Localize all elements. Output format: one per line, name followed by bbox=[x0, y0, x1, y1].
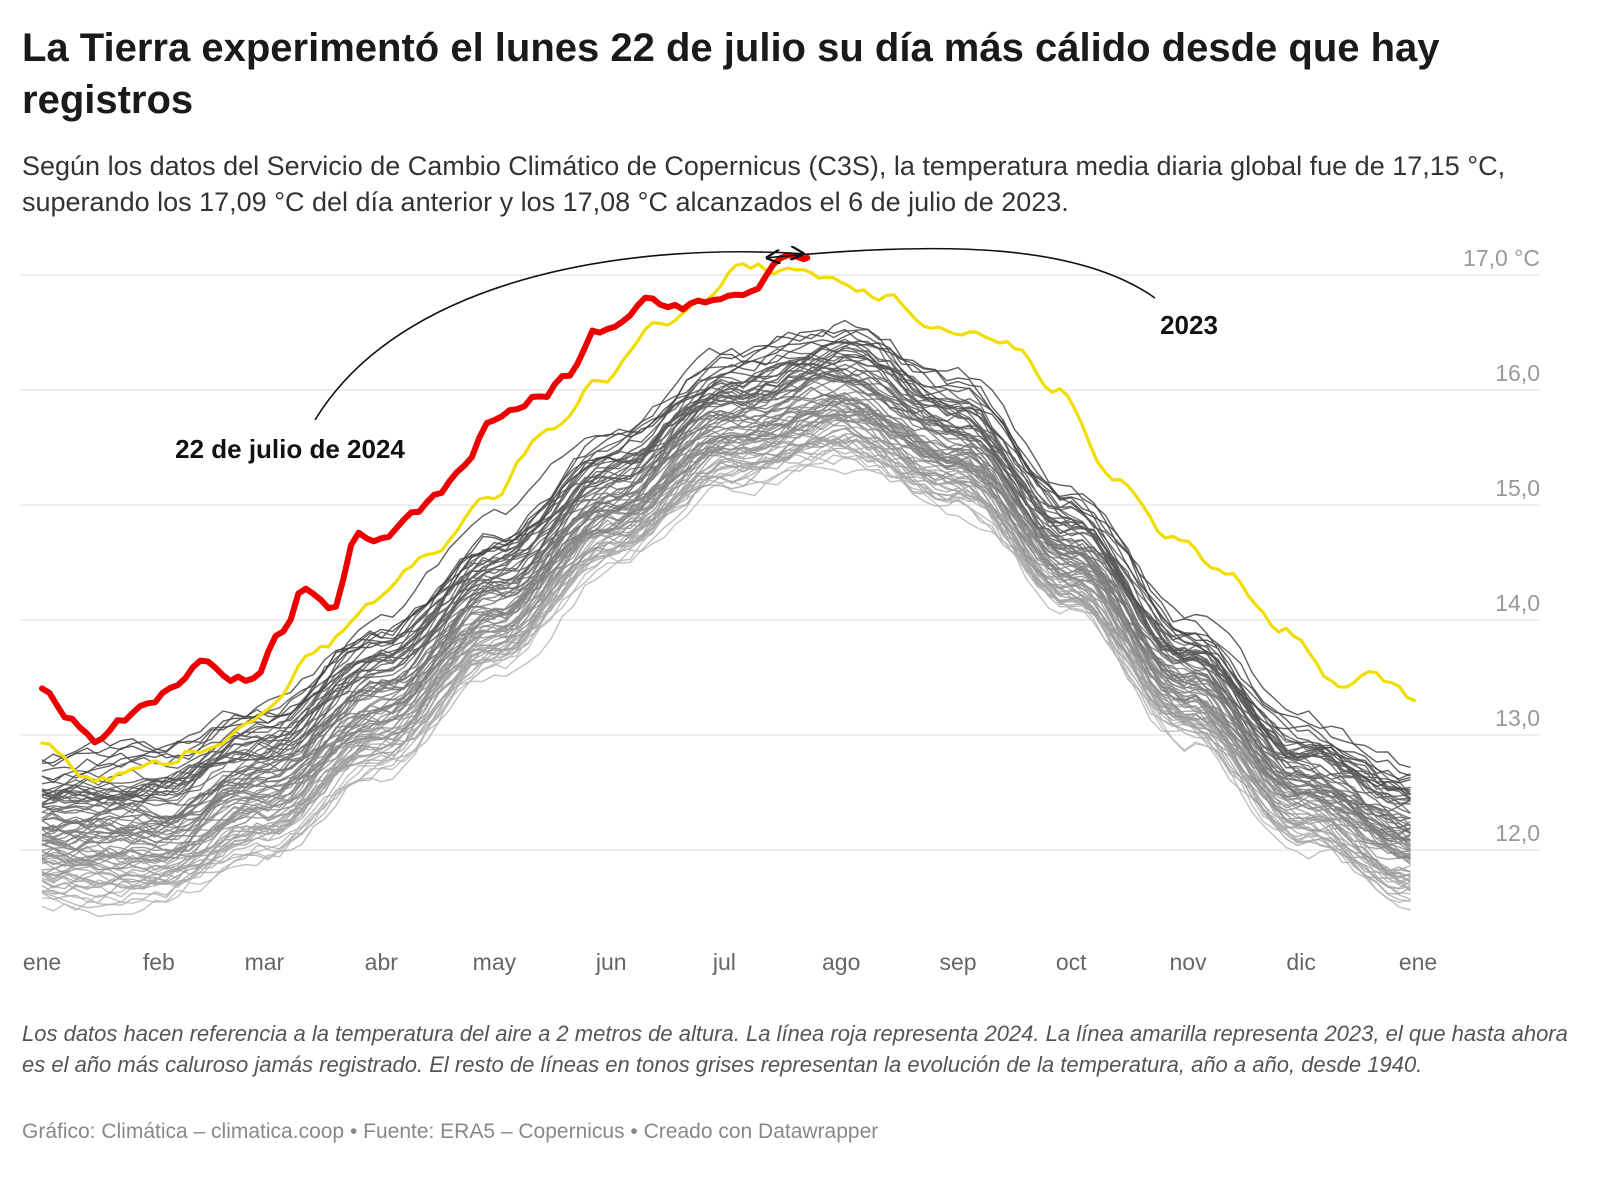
historical-year-line bbox=[41, 386, 1411, 845]
x-tick-label: oct bbox=[1056, 949, 1087, 975]
x-tick-label: dic bbox=[1286, 949, 1315, 975]
historical-year-line bbox=[41, 342, 1411, 834]
x-tick-label: may bbox=[473, 949, 517, 975]
y-axis-labels: 17,0 °C 16,0 15,0 14,0 13,0 12,0 bbox=[1463, 245, 1540, 846]
annotation-label-2024: 22 de julio de 2024 bbox=[175, 434, 405, 464]
historical-year-line bbox=[41, 427, 1411, 867]
historical-year-line bbox=[41, 448, 1411, 895]
annotation-arrow-2023 bbox=[767, 247, 1156, 299]
series-line-2023 bbox=[40, 262, 1416, 784]
x-tick-label: jun bbox=[595, 949, 627, 975]
annotations-layer: 22 de julio de 2024 2023 bbox=[175, 249, 1218, 464]
x-tick-label: mar bbox=[245, 949, 285, 975]
historical-year-line bbox=[41, 338, 1411, 799]
chart-notes: Los datos hacen referencia a la temperat… bbox=[22, 1021, 1568, 1077]
highlight-lines-layer bbox=[39, 252, 1416, 784]
historical-year-line bbox=[41, 424, 1411, 878]
chart-title: La Tierra experimentó el lunes 22 de jul… bbox=[22, 26, 1440, 122]
x-axis-labels: ene feb mar abr may jun jul ago sep oct nov dic ene bbox=[23, 949, 1437, 975]
y-tick-label: 14,0 bbox=[1495, 590, 1540, 616]
historical-year-line bbox=[41, 340, 1411, 801]
chart-subtitle: Según los datos del Servicio de Cambio C… bbox=[22, 151, 1506, 217]
x-tick-label: feb bbox=[143, 949, 175, 975]
x-tick-label: sep bbox=[940, 949, 977, 975]
y-tick-label: 16,0 bbox=[1495, 360, 1540, 386]
historical-year-line bbox=[41, 455, 1411, 901]
historical-year-line bbox=[41, 373, 1412, 831]
historical-year-line bbox=[41, 396, 1411, 860]
historical-year-line bbox=[41, 359, 1411, 801]
historical-year-line bbox=[41, 428, 1411, 890]
y-tick-label: 13,0 bbox=[1495, 705, 1540, 731]
series-line-2024 bbox=[39, 252, 811, 746]
x-tick-label: nov bbox=[1169, 949, 1207, 975]
historical-year-line bbox=[41, 384, 1411, 841]
x-tick-label: ene bbox=[23, 949, 61, 975]
x-tick-label: ago bbox=[822, 949, 860, 975]
y-tick-label: 12,0 bbox=[1495, 820, 1540, 846]
historical-year-line bbox=[41, 412, 1411, 858]
chart-credit: Gráfico: Climática – climatica.coop • Fu… bbox=[22, 1120, 879, 1143]
y-tick-label: 17,0 °C bbox=[1463, 245, 1540, 271]
historical-year-line bbox=[41, 347, 1411, 822]
annotation-label-2023: 2023 bbox=[1160, 310, 1218, 340]
historical-year-line bbox=[41, 328, 1411, 769]
historical-year-line bbox=[41, 394, 1411, 863]
historical-year-line bbox=[41, 319, 1411, 777]
y-tick-label: 15,0 bbox=[1495, 475, 1540, 501]
temperature-chart: 17,0 °C 16,0 15,0 14,0 13,0 12,0 ene feb mar abr… bbox=[20, 245, 1540, 975]
historical-lines-layer bbox=[41, 319, 1412, 918]
historical-year-line bbox=[41, 369, 1411, 814]
x-tick-label: jul bbox=[712, 949, 736, 975]
x-tick-label: abr bbox=[365, 949, 399, 975]
historical-year-line bbox=[41, 405, 1411, 870]
historical-year-line bbox=[41, 368, 1411, 829]
historical-year-line bbox=[41, 341, 1411, 780]
annotation-arrow-2024 bbox=[314, 252, 803, 421]
historical-year-line bbox=[41, 355, 1411, 805]
historical-year-line bbox=[41, 375, 1411, 845]
historical-year-line bbox=[41, 449, 1411, 909]
historical-year-line bbox=[41, 426, 1411, 898]
x-tick-label: ene bbox=[1399, 949, 1437, 975]
